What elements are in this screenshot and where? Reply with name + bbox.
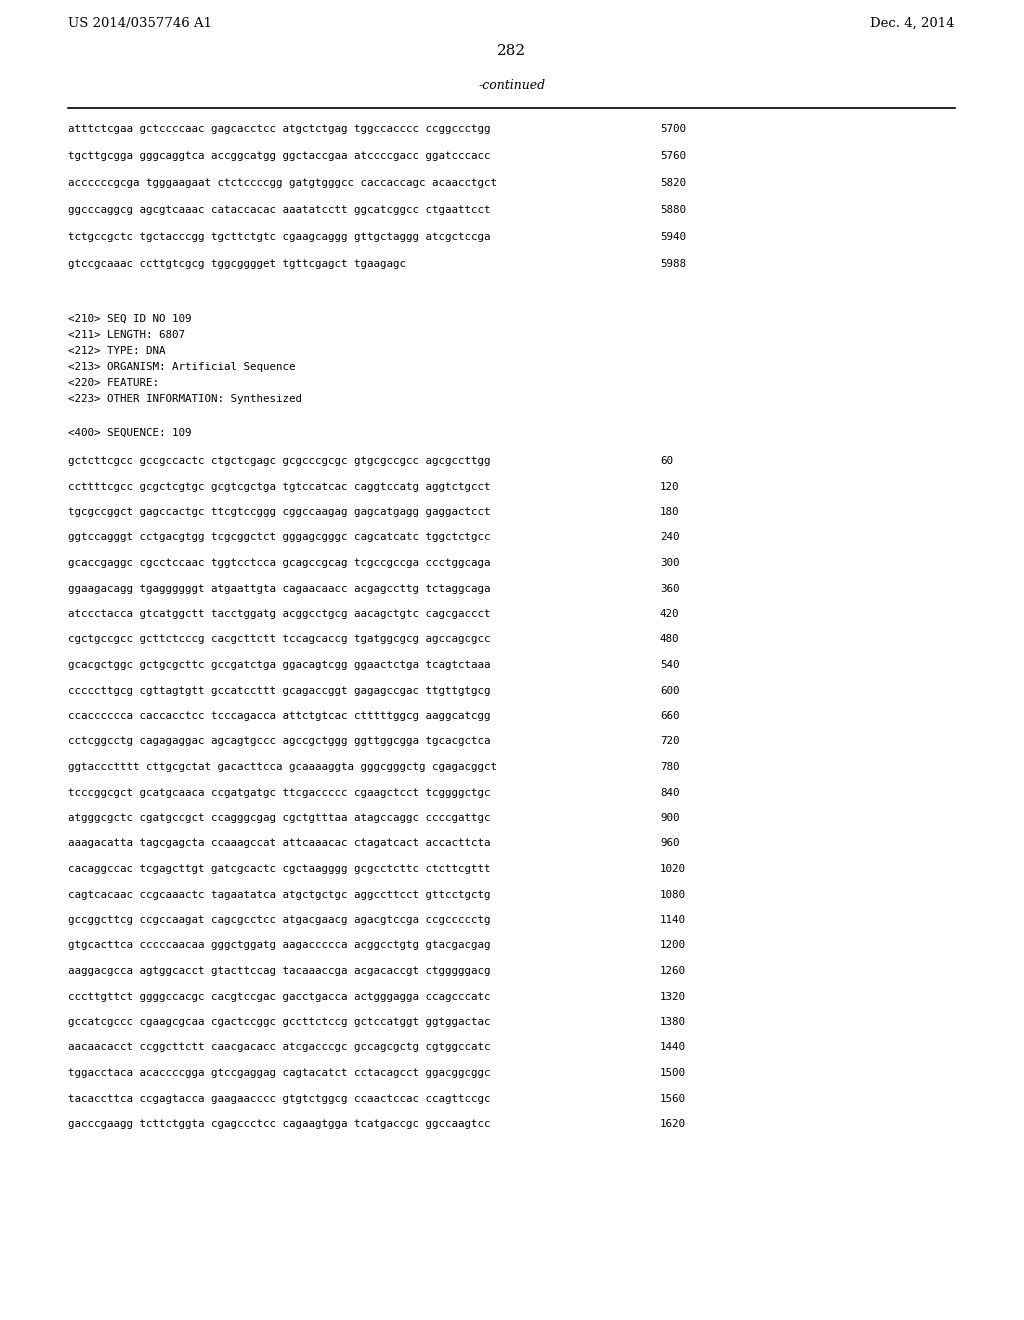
Text: accccccgcga tgggaagaat ctctccccgg gatgtgggcc caccaccagc acaacctgct: accccccgcga tgggaagaat ctctccccgg gatgtg… [68, 178, 497, 187]
Text: ccacccccca caccacctcc tcccagacca attctgtcac ctttttggcg aaggcatcgg: ccacccccca caccacctcc tcccagacca attctgt… [68, 711, 490, 721]
Text: tctgccgctc tgctacccgg tgcttctgtc cgaagcaggg gttgctaggg atcgctccga: tctgccgctc tgctacccgg tgcttctgtc cgaagca… [68, 232, 490, 242]
Text: gcacgctggc gctgcgcttc gccgatctga ggacagtcgg ggaactctga tcagtctaaa: gcacgctggc gctgcgcttc gccgatctga ggacagt… [68, 660, 490, 671]
Text: 480: 480 [660, 635, 680, 644]
Text: aaagacatta tagcgagcta ccaaagccat attcaaacac ctagatcact accacttcta: aaagacatta tagcgagcta ccaaagccat attcaaa… [68, 838, 490, 849]
Text: tgcgccggct gagccactgc ttcgtccggg cggccaagag gagcatgagg gaggactcct: tgcgccggct gagccactgc ttcgtccggg cggccaa… [68, 507, 490, 517]
Text: cccccttgcg cgttagtgtt gccatccttt gcagaccggt gagagccgac ttgttgtgcg: cccccttgcg cgttagtgtt gccatccttt gcagacc… [68, 685, 490, 696]
Text: aaggacgcca agtggcacct gtacttccag tacaaaccga acgacaccgt ctgggggacg: aaggacgcca agtggcacct gtacttccag tacaaac… [68, 966, 490, 975]
Text: 180: 180 [660, 507, 680, 517]
Text: 5760: 5760 [660, 150, 686, 161]
Text: 540: 540 [660, 660, 680, 671]
Text: 1020: 1020 [660, 865, 686, 874]
Text: 5880: 5880 [660, 205, 686, 215]
Text: 240: 240 [660, 532, 680, 543]
Text: -continued: -continued [478, 79, 546, 92]
Text: 1380: 1380 [660, 1016, 686, 1027]
Text: <400> SEQUENCE: 109: <400> SEQUENCE: 109 [68, 428, 191, 438]
Text: ggcccaggcg agcgtcaaac cataccacac aaatatcctt ggcatcggcc ctgaattcct: ggcccaggcg agcgtcaaac cataccacac aaatatc… [68, 205, 490, 215]
Text: cgctgccgcc gcttctcccg cacgcttctt tccagcaccg tgatggcgcg agccagcgcc: cgctgccgcc gcttctcccg cacgcttctt tccagca… [68, 635, 490, 644]
Text: <213> ORGANISM: Artificial Sequence: <213> ORGANISM: Artificial Sequence [68, 362, 296, 372]
Text: atttctcgaa gctccccaac gagcacctcc atgctctgag tggccacccc ccggccctgg: atttctcgaa gctccccaac gagcacctcc atgctct… [68, 124, 490, 135]
Text: 120: 120 [660, 482, 680, 491]
Text: cctcggcctg cagagaggac agcagtgccc agccgctggg ggttggcgga tgcacgctca: cctcggcctg cagagaggac agcagtgccc agccgct… [68, 737, 490, 747]
Text: 1620: 1620 [660, 1119, 686, 1129]
Text: cacaggccac tcgagcttgt gatcgcactc cgctaagggg gcgcctcttc ctcttcgttt: cacaggccac tcgagcttgt gatcgcactc cgctaag… [68, 865, 490, 874]
Text: 600: 600 [660, 685, 680, 696]
Text: gacccgaagg tcttctggta cgagccctcc cagaagtgga tcatgaccgc ggccaagtcc: gacccgaagg tcttctggta cgagccctcc cagaagt… [68, 1119, 490, 1129]
Text: 5700: 5700 [660, 124, 686, 135]
Text: <212> TYPE: DNA: <212> TYPE: DNA [68, 346, 166, 356]
Text: ggtccagggt cctgacgtgg tcgcggctct gggagcgggc cagcatcatc tggctctgcc: ggtccagggt cctgacgtgg tcgcggctct gggagcg… [68, 532, 490, 543]
Text: gccggcttcg ccgccaagat cagcgcctcc atgacgaacg agacgtccga ccgccccctg: gccggcttcg ccgccaagat cagcgcctcc atgacga… [68, 915, 490, 925]
Text: tgcttgcgga gggcaggtca accggcatgg ggctaccgaa atccccgacc ggatcccacc: tgcttgcgga gggcaggtca accggcatgg ggctacc… [68, 150, 490, 161]
Text: ggaagacagg tgaggggggt atgaattgta cagaacaacc acgagccttg tctaggcaga: ggaagacagg tgaggggggt atgaattgta cagaaca… [68, 583, 490, 594]
Text: 1500: 1500 [660, 1068, 686, 1078]
Text: cagtcacaac ccgcaaactc tagaatatca atgctgctgc aggccttcct gttcctgctg: cagtcacaac ccgcaaactc tagaatatca atgctgc… [68, 890, 490, 899]
Text: gccatcgccc cgaagcgcaa cgactccggc gccttctccg gctccatggt ggtggactac: gccatcgccc cgaagcgcaa cgactccggc gccttct… [68, 1016, 490, 1027]
Text: gtgcacttca cccccaacaa gggctggatg aagaccccca acggcctgtg gtacgacgag: gtgcacttca cccccaacaa gggctggatg aagaccc… [68, 940, 490, 950]
Text: 960: 960 [660, 838, 680, 849]
Text: 360: 360 [660, 583, 680, 594]
Text: gctcttcgcc gccgccactc ctgctcgagc gcgcccgcgc gtgcgccgcc agcgccttgg: gctcttcgcc gccgccactc ctgctcgagc gcgcccg… [68, 455, 490, 466]
Text: 5820: 5820 [660, 178, 686, 187]
Text: gcaccgaggc cgcctccaac tggtcctcca gcagccgcag tcgccgccga ccctggcaga: gcaccgaggc cgcctccaac tggtcctcca gcagccg… [68, 558, 490, 568]
Text: 300: 300 [660, 558, 680, 568]
Text: tcccggcgct gcatgcaaca ccgatgatgc ttcgaccccc cgaagctcct tcggggctgc: tcccggcgct gcatgcaaca ccgatgatgc ttcgacc… [68, 788, 490, 797]
Text: atgggcgctc cgatgccgct ccagggcgag cgctgtttaa atagccaggc ccccgattgc: atgggcgctc cgatgccgct ccagggcgag cgctgtt… [68, 813, 490, 822]
Text: <210> SEQ ID NO 109: <210> SEQ ID NO 109 [68, 314, 191, 323]
Text: <223> OTHER INFORMATION: Synthesized: <223> OTHER INFORMATION: Synthesized [68, 393, 302, 404]
Text: 780: 780 [660, 762, 680, 772]
Text: gtccgcaaac ccttgtcgcg tggcgggget tgttcgagct tgaagagc: gtccgcaaac ccttgtcgcg tggcgggget tgttcga… [68, 259, 406, 269]
Text: Dec. 4, 2014: Dec. 4, 2014 [870, 17, 955, 30]
Text: 60: 60 [660, 455, 673, 466]
Text: 1320: 1320 [660, 991, 686, 1002]
Text: tggacctaca acaccccgga gtccgaggag cagtacatct cctacagcct ggacggcggc: tggacctaca acaccccgga gtccgaggag cagtaca… [68, 1068, 490, 1078]
Text: 5988: 5988 [660, 259, 686, 269]
Text: cccttgttct ggggccacgc cacgtccgac gacctgacca actgggagga ccagcccatc: cccttgttct ggggccacgc cacgtccgac gacctga… [68, 991, 490, 1002]
Text: 660: 660 [660, 711, 680, 721]
Text: 840: 840 [660, 788, 680, 797]
Text: <211> LENGTH: 6807: <211> LENGTH: 6807 [68, 330, 185, 341]
Text: 1200: 1200 [660, 940, 686, 950]
Text: 282: 282 [498, 44, 526, 58]
Text: ggtaccctttt cttgcgctat gacacttcca gcaaaaggta gggcgggctg cgagacggct: ggtaccctttt cttgcgctat gacacttcca gcaaaa… [68, 762, 497, 772]
Text: 1080: 1080 [660, 890, 686, 899]
Text: 900: 900 [660, 813, 680, 822]
Text: 1140: 1140 [660, 915, 686, 925]
Text: US 2014/0357746 A1: US 2014/0357746 A1 [68, 17, 212, 30]
Text: <220> FEATURE:: <220> FEATURE: [68, 378, 159, 388]
Text: 1260: 1260 [660, 966, 686, 975]
Text: atccctacca gtcatggctt tacctggatg acggcctgcg aacagctgtc cagcgaccct: atccctacca gtcatggctt tacctggatg acggcct… [68, 609, 490, 619]
Text: 5940: 5940 [660, 232, 686, 242]
Text: 1440: 1440 [660, 1043, 686, 1052]
Text: ccttttcgcc gcgctcgtgc gcgtcgctga tgtccatcac caggtccatg aggtctgcct: ccttttcgcc gcgctcgtgc gcgtcgctga tgtccat… [68, 482, 490, 491]
Text: 420: 420 [660, 609, 680, 619]
Text: 1560: 1560 [660, 1093, 686, 1104]
Text: tacaccttca ccgagtacca gaagaacccc gtgtctggcg ccaactccac ccagttccgc: tacaccttca ccgagtacca gaagaacccc gtgtctg… [68, 1093, 490, 1104]
Text: aacaacacct ccggcttctt caacgacacc atcgacccgc gccagcgctg cgtggccatc: aacaacacct ccggcttctt caacgacacc atcgacc… [68, 1043, 490, 1052]
Text: 720: 720 [660, 737, 680, 747]
